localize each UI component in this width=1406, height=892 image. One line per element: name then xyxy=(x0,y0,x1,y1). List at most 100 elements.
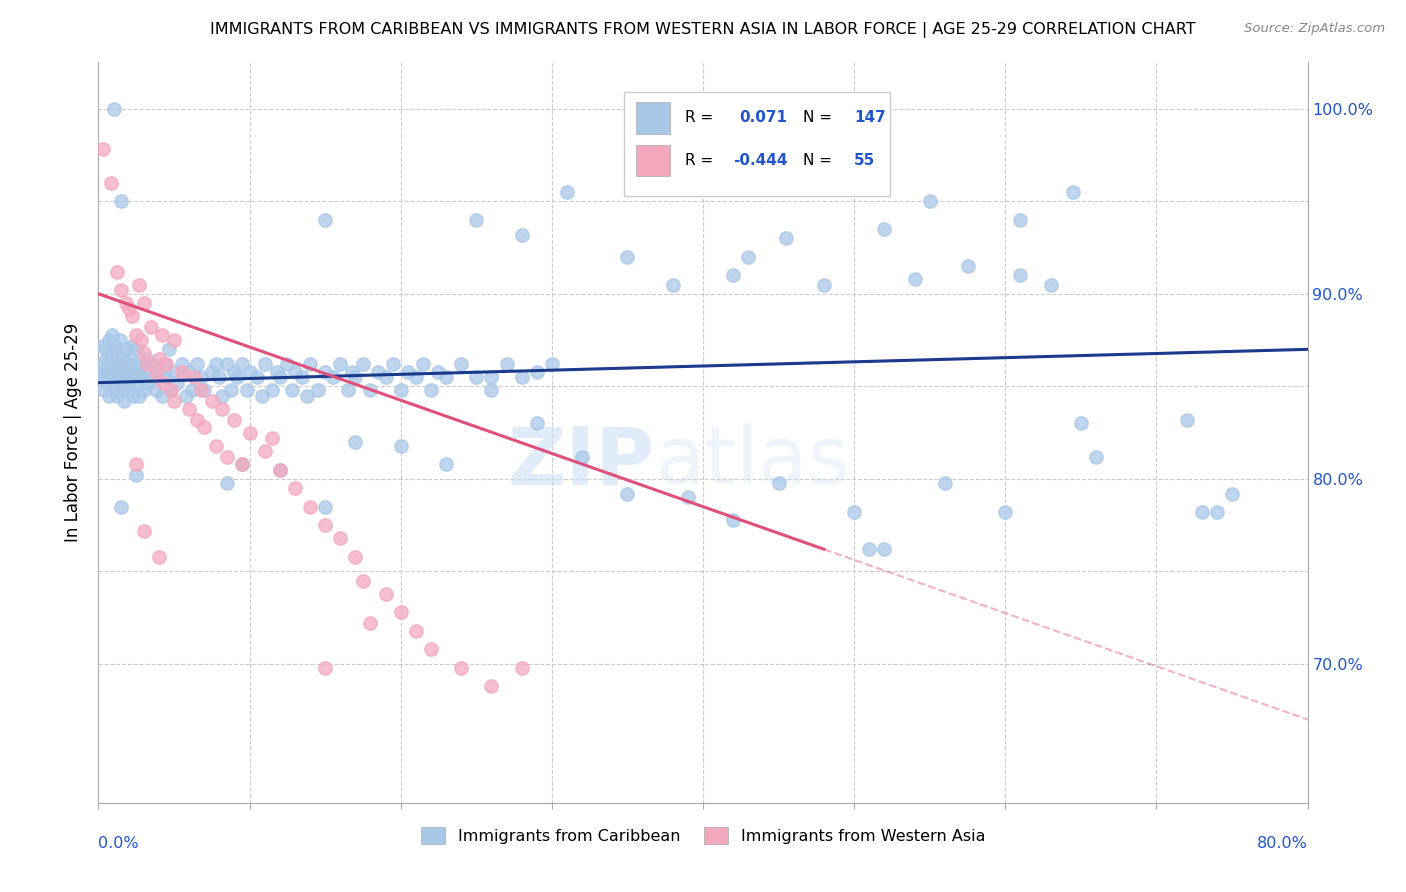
Point xyxy=(434,457,457,471)
Legend: Immigrants from Caribbean, Immigrants from Western Asia: Immigrants from Caribbean, Immigrants fr… xyxy=(415,821,991,850)
Point xyxy=(91,338,114,352)
Point xyxy=(170,365,193,379)
Point xyxy=(481,679,503,693)
Point xyxy=(205,357,228,371)
Text: R =: R = xyxy=(685,153,718,168)
Point xyxy=(145,383,167,397)
Point xyxy=(94,351,117,366)
Point xyxy=(118,370,141,384)
Point xyxy=(105,389,128,403)
Point xyxy=(104,357,127,371)
Point xyxy=(186,357,208,371)
Point xyxy=(96,376,118,390)
Point xyxy=(314,661,336,675)
Text: 80.0%: 80.0% xyxy=(1257,836,1308,851)
Point xyxy=(101,370,124,384)
Point xyxy=(295,389,318,403)
Point xyxy=(118,383,141,397)
Point xyxy=(114,343,136,357)
Point xyxy=(110,283,132,297)
Point xyxy=(107,346,129,360)
Point xyxy=(174,389,197,403)
Point xyxy=(367,365,389,379)
Point xyxy=(291,370,314,384)
Point xyxy=(135,357,157,371)
Point xyxy=(122,389,145,403)
Point xyxy=(322,370,344,384)
Point xyxy=(201,394,224,409)
Point xyxy=(329,357,352,371)
Point xyxy=(405,624,427,638)
Point xyxy=(481,370,503,384)
Point xyxy=(994,505,1017,519)
Point xyxy=(253,444,276,458)
Text: -0.444: -0.444 xyxy=(734,153,787,168)
Point xyxy=(450,357,472,371)
Point xyxy=(129,333,152,347)
Point xyxy=(904,272,927,286)
Point xyxy=(360,616,382,631)
Point xyxy=(115,376,138,390)
Point xyxy=(215,475,238,490)
Point xyxy=(125,379,148,393)
Point xyxy=(120,351,142,366)
Point xyxy=(101,327,124,342)
Point xyxy=(231,457,253,471)
Point xyxy=(186,412,208,426)
Point xyxy=(193,420,215,434)
Point xyxy=(141,357,163,371)
Point xyxy=(93,370,115,384)
Point xyxy=(231,457,253,471)
Point xyxy=(336,383,359,397)
Point xyxy=(110,383,132,397)
Point xyxy=(246,370,269,384)
Point xyxy=(344,370,367,384)
Point xyxy=(148,549,170,564)
Point xyxy=(132,383,155,397)
Point xyxy=(571,450,593,464)
Point xyxy=(183,370,205,384)
Point xyxy=(1191,505,1213,519)
Point xyxy=(266,365,288,379)
Point xyxy=(105,264,128,278)
Point xyxy=(103,383,125,397)
Text: R =: R = xyxy=(685,111,718,126)
Point xyxy=(307,383,329,397)
Point xyxy=(179,365,201,379)
Point xyxy=(405,370,427,384)
Point xyxy=(1062,185,1084,199)
Point xyxy=(526,365,548,379)
Point xyxy=(208,370,231,384)
Point xyxy=(262,431,284,445)
Point xyxy=(723,513,745,527)
Point xyxy=(352,574,374,588)
Point xyxy=(108,333,131,347)
Point xyxy=(1070,417,1092,431)
Point xyxy=(211,389,233,403)
Text: N =: N = xyxy=(803,153,837,168)
Point xyxy=(112,370,135,384)
Point xyxy=(91,143,114,157)
Point xyxy=(314,518,336,533)
Point xyxy=(211,401,233,416)
Point xyxy=(616,486,638,500)
Point xyxy=(110,500,132,514)
Point xyxy=(495,357,517,371)
Point xyxy=(342,365,364,379)
Point xyxy=(382,357,405,371)
Point xyxy=(250,389,273,403)
Point xyxy=(193,383,215,397)
Point xyxy=(111,351,134,366)
Point xyxy=(314,500,336,514)
Point xyxy=(155,357,177,371)
Point xyxy=(540,357,562,371)
Point xyxy=(269,462,291,476)
Point xyxy=(1206,505,1229,519)
Point xyxy=(132,365,155,379)
Point xyxy=(329,531,352,545)
Point xyxy=(129,370,152,384)
Point xyxy=(918,194,941,209)
Y-axis label: In Labor Force | Age 25-29: In Labor Force | Age 25-29 xyxy=(65,323,83,542)
Point xyxy=(155,370,177,384)
Point xyxy=(104,338,127,352)
